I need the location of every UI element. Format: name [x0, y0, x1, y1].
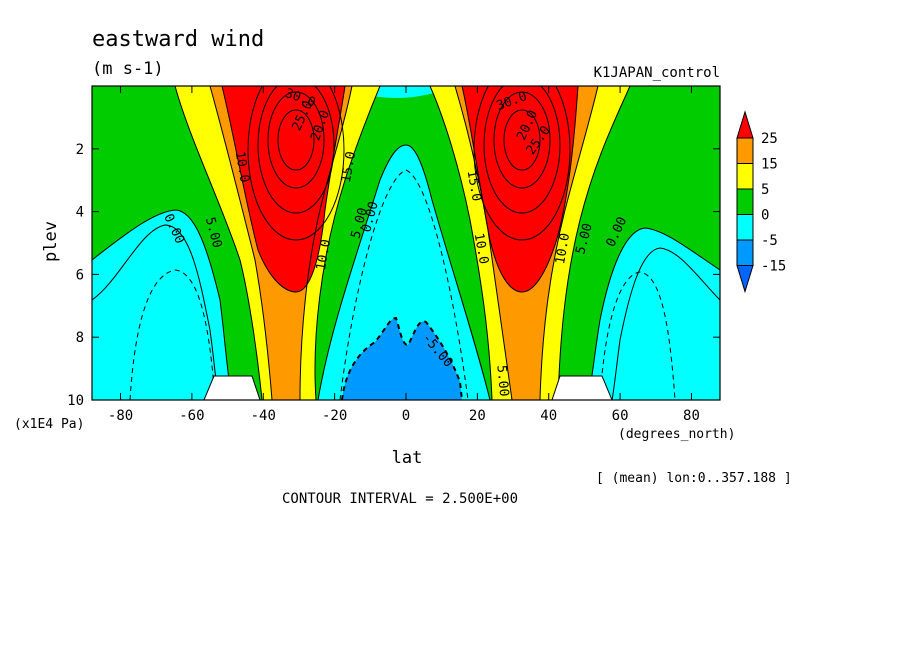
y-tick-label: 10 — [67, 393, 84, 409]
contour-label: 15.0 — [464, 169, 484, 202]
contour-label: 15.0 — [339, 150, 359, 183]
experiment-name: K1JAPAN_control — [594, 65, 720, 81]
colorbar-segment — [736, 214, 754, 241]
x-tick-label: 40 — [540, 408, 557, 424]
x-tick-label: -60 — [179, 408, 204, 424]
colorbar-label: -15 — [761, 259, 786, 275]
colorbar-label: 5 — [761, 182, 769, 198]
colorbar-segment — [736, 239, 754, 266]
colorbar-label: 15 — [761, 157, 778, 173]
contour-label: 10.0 — [314, 238, 334, 271]
x-tick-label: 60 — [612, 408, 629, 424]
y-tick-label: 8 — [76, 330, 84, 346]
x-tick-label: -40 — [251, 408, 276, 424]
y-tick-label: 2 — [76, 142, 84, 158]
x-tick-label: -20 — [322, 408, 347, 424]
mean-note: [ (mean) lon:0..357.188 ] — [596, 471, 792, 486]
colorbar-segment — [736, 265, 754, 294]
colorbar-segment — [736, 137, 754, 164]
northern-jet — [430, 86, 630, 400]
colorbar-label: 25 — [761, 131, 778, 147]
easterly-region-equator — [318, 145, 490, 400]
x-tick-label: 80 — [683, 408, 700, 424]
negative-contour-lines — [129, 169, 676, 400]
easterly-region-north — [588, 228, 720, 400]
chart-units: (m s-1) — [92, 59, 164, 79]
x-axis: -80 -60 -40 -20 0 20 40 60 80 — [108, 86, 700, 424]
strong-easterly-region — [342, 318, 462, 400]
colorbar-segment — [736, 110, 754, 139]
topography-north — [551, 375, 613, 400]
contour-label: 10.0 — [553, 232, 573, 265]
x-axis-units: (degrees_north) — [618, 427, 735, 442]
y-axis: 2 4 6 8 10 — [67, 142, 720, 409]
x-axis-label: lat — [392, 448, 423, 468]
contour-interval: CONTOUR INTERVAL = 2.500E+00 — [282, 491, 518, 507]
y-tick-label: 6 — [76, 267, 84, 283]
contour-lines — [92, 86, 720, 400]
contour-label: 10.0 — [232, 150, 252, 183]
colorbar-label: -5 — [761, 233, 778, 249]
y-axis-units: (x1E4 Pa) — [14, 417, 84, 432]
chart-title: eastward wind — [92, 27, 264, 52]
contour-label: 5.00 — [493, 365, 511, 398]
topography-south — [203, 375, 261, 400]
x-tick-label: 20 — [469, 408, 486, 424]
colorbar: 25 15 5 0 -5 -15 — [736, 110, 786, 294]
x-tick-label: -80 — [108, 408, 133, 424]
x-tick-label: 0 — [402, 408, 410, 424]
contour-label: 10.0 — [471, 232, 491, 265]
colorbar-label: 0 — [761, 208, 769, 224]
colorbar-segment — [736, 163, 754, 190]
y-tick-label: 4 — [76, 205, 84, 221]
colorbar-segment — [736, 188, 754, 215]
easterly-region-south — [92, 210, 232, 400]
contour-fills — [92, 86, 720, 400]
y-axis-label: plev — [41, 221, 61, 262]
